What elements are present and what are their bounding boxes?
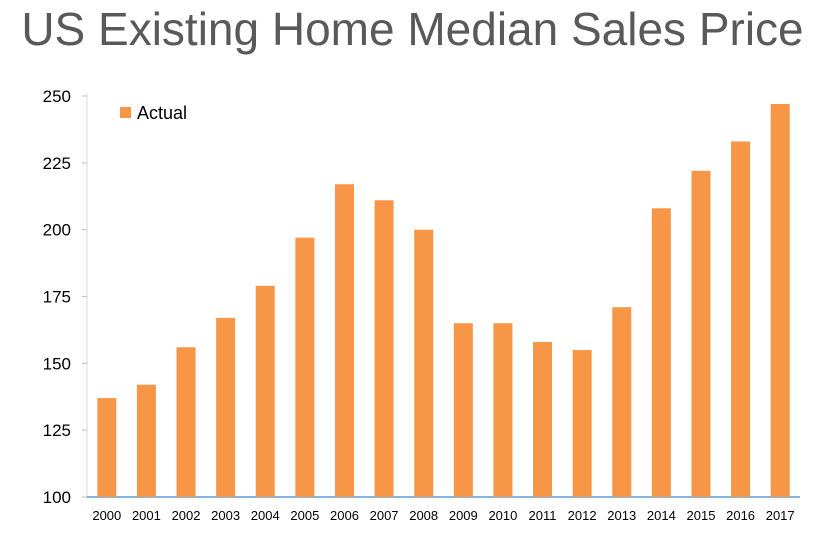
x-tick-label: 2014 bbox=[647, 508, 676, 523]
bar-2011 bbox=[533, 341, 553, 497]
legend-label: Actual bbox=[137, 103, 187, 123]
x-tick-label: 2011 bbox=[529, 508, 557, 523]
legend: Actual bbox=[120, 103, 187, 123]
y-tick-label: 200 bbox=[43, 221, 71, 240]
x-tick-label: 2004 bbox=[251, 508, 280, 523]
y-tick-label: 225 bbox=[43, 154, 71, 173]
bar-2009 bbox=[453, 323, 473, 497]
x-tick-label: 2000 bbox=[92, 508, 121, 523]
x-tick-label: 2009 bbox=[449, 508, 478, 523]
y-tick-label: 250 bbox=[43, 87, 71, 106]
x-tick-label: 2016 bbox=[726, 508, 755, 523]
x-tick-label: 2017 bbox=[766, 508, 795, 523]
x-tick-label: 2013 bbox=[607, 508, 636, 523]
x-axis: 2000 2001 2002 2003 2004 2005 2006 2007 2008 2009… bbox=[87, 496, 800, 523]
bars bbox=[97, 104, 790, 498]
bar-2013 bbox=[612, 307, 632, 497]
bar-2007 bbox=[374, 200, 394, 497]
bar-2017 bbox=[770, 104, 790, 498]
chart-title: US Existing Home Median Sales Price bbox=[21, 3, 804, 55]
y-tick-label: 150 bbox=[43, 354, 71, 373]
legend-swatch bbox=[120, 107, 131, 118]
x-tick-label: 2006 bbox=[330, 508, 359, 523]
y-tick-label: 125 bbox=[43, 421, 71, 440]
bar-2004 bbox=[255, 285, 275, 497]
bar-2002 bbox=[176, 347, 196, 497]
x-tick-label: 2002 bbox=[172, 508, 201, 523]
y-axis: 100 125 150 175 200 225 250 bbox=[43, 87, 88, 507]
bar-2003 bbox=[216, 317, 236, 497]
x-tick-label: 2007 bbox=[370, 508, 399, 523]
bar-2012 bbox=[572, 349, 592, 497]
x-tick-label: 2008 bbox=[409, 508, 438, 523]
bar-2014 bbox=[651, 208, 671, 497]
bar-2015 bbox=[691, 170, 711, 497]
bar-2000 bbox=[97, 398, 117, 497]
y-tick-label: 100 bbox=[43, 488, 71, 507]
bar-2001 bbox=[136, 384, 156, 497]
bar-2005 bbox=[295, 237, 315, 498]
x-tick-label: 2005 bbox=[290, 508, 319, 523]
x-tick-label: 2015 bbox=[687, 508, 716, 523]
bar-2008 bbox=[414, 229, 434, 497]
x-tick-label: 2010 bbox=[488, 508, 517, 523]
x-tick-label: 2012 bbox=[568, 508, 597, 523]
bar-2010 bbox=[493, 323, 513, 497]
x-tick-label: 2001 bbox=[132, 508, 161, 523]
bar-2006 bbox=[334, 184, 354, 497]
y-tick-label: 175 bbox=[43, 288, 71, 307]
x-tick-label: 2003 bbox=[211, 508, 240, 523]
bar-2016 bbox=[731, 141, 751, 498]
